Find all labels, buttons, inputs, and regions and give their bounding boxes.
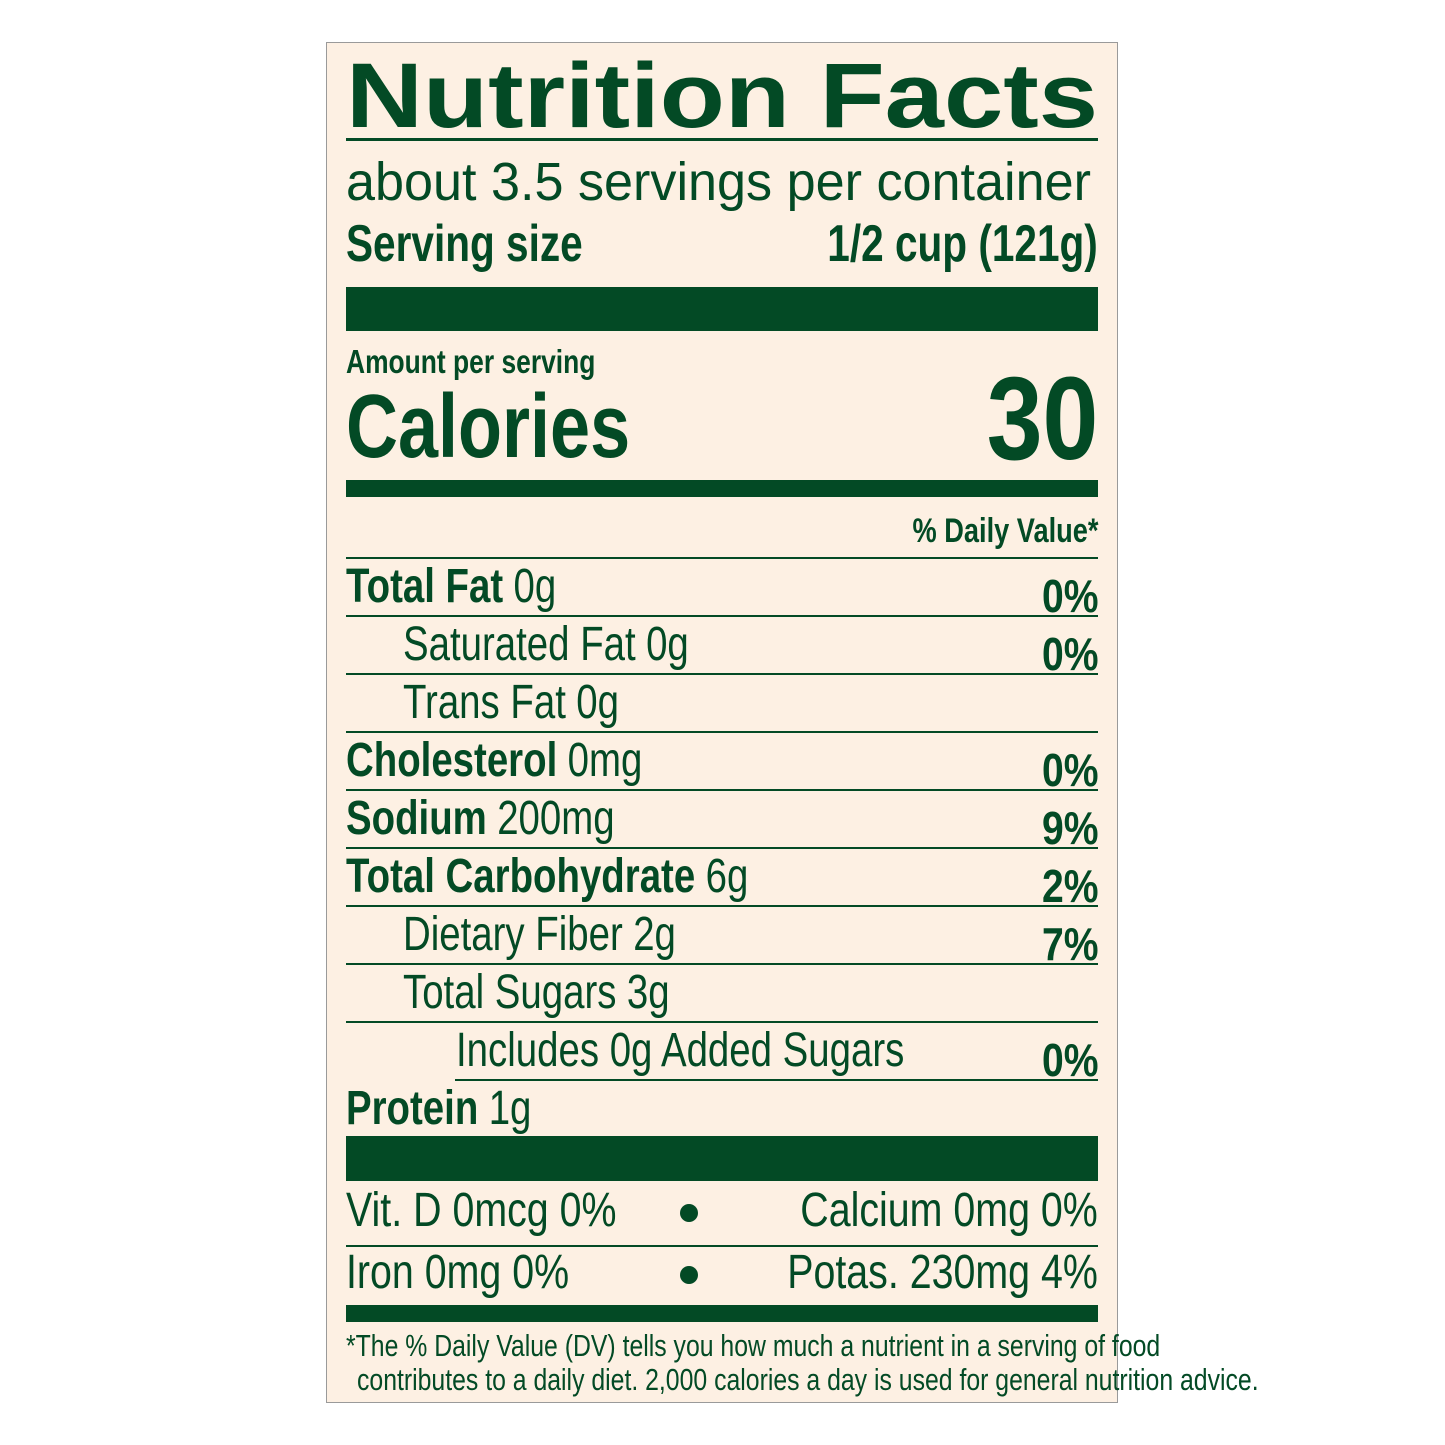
rule	[346, 963, 1098, 965]
calories-value: 30	[986, 353, 1098, 485]
nutrient-label: Includes 0g Added Sugars	[456, 1027, 904, 1075]
rule	[346, 847, 1098, 849]
nutrient-amount: 0g	[513, 560, 557, 613]
nutrient-label: Total Carbohydrate 6g	[346, 853, 748, 901]
vitamin: Iron 0mg 0%	[346, 1246, 570, 1299]
rule	[346, 138, 1098, 141]
bullet	[680, 1266, 698, 1284]
daily-value: 0%	[1041, 570, 1098, 622]
rule	[346, 1245, 1098, 1247]
nutrient-name: Cholesterol	[346, 734, 558, 787]
nutrient-label: Sodium 200mg	[346, 795, 615, 843]
thick-bar	[346, 1136, 1098, 1181]
daily-value: 0%	[1041, 1034, 1098, 1086]
medium-bar	[346, 480, 1098, 497]
nutrient-label: Cholesterol 0mg	[346, 737, 642, 785]
calories-label: Calories	[346, 377, 631, 477]
title: Nutrition Facts	[346, 45, 1098, 147]
serving-size-value: 1/2 cup (121g)	[827, 215, 1098, 273]
nutrient-name: Trans Fat	[403, 676, 566, 729]
nutrient-amount: 0mg	[567, 734, 643, 787]
daily-value: 7%	[1041, 918, 1098, 970]
servings: about 3.5 servings per container	[346, 152, 1091, 212]
nutrient-amount: 200mg	[497, 792, 615, 845]
rule	[346, 789, 1098, 791]
nutrient-amount: 6g	[705, 850, 749, 903]
daily-value: 2%	[1041, 860, 1098, 912]
amount-per-serving: Amount per serving	[346, 343, 596, 380]
nutrient-amount: 1g	[488, 1082, 532, 1135]
footnote: contributes to a daily diet. 2,000 calor…	[357, 1362, 1259, 1397]
nutrient-amount: 0g	[646, 618, 689, 671]
daily-value-header: % Daily Value*	[912, 512, 1098, 550]
rule	[346, 557, 1098, 559]
vitamin: Calcium 0mg 0%	[800, 1184, 1098, 1237]
nutrient-name: Saturated Fat	[403, 618, 636, 671]
nutrient-label: Total Sugars 3g	[403, 969, 670, 1017]
nutrient-label: Total Fat 0g	[346, 563, 556, 611]
rule	[346, 1021, 1098, 1023]
daily-value: 9%	[1041, 802, 1098, 854]
nutrient-name: Protein	[346, 1082, 479, 1135]
nutrient-name: Total Carbohydrate	[346, 850, 696, 903]
nutrient-label: Saturated Fat 0g	[403, 621, 689, 669]
bullet	[680, 1204, 698, 1222]
rule	[346, 905, 1098, 907]
thick-bar	[346, 287, 1098, 331]
nutrient-label: Protein 1g	[346, 1085, 531, 1133]
rule	[346, 615, 1098, 617]
nutrient-name: Includes 0g Added Sugars	[456, 1024, 905, 1077]
footnote: *The % Daily Value (DV) tells you how mu…	[346, 1328, 1161, 1363]
daily-value: 0%	[1041, 628, 1098, 680]
daily-value: 0%	[1041, 744, 1098, 796]
rule	[346, 731, 1098, 733]
nutrient-name: Total Sugars	[403, 966, 617, 1019]
rule	[346, 673, 1098, 675]
nutrient-amount: 0g	[576, 676, 619, 729]
nutrient-name: Total Fat	[346, 560, 504, 613]
nutrient-label: Dietary Fiber 2g	[403, 911, 676, 959]
vitamin: Potas. 230mg 4%	[787, 1246, 1098, 1299]
nutrient-amount: 3g	[626, 966, 670, 1019]
nutrient-amount: 2g	[633, 908, 676, 961]
nutrient-name: Sodium	[346, 792, 487, 845]
rule	[455, 1079, 1098, 1081]
nutrient-name: Dietary Fiber	[403, 908, 623, 961]
vitamin: Vit. D 0mcg 0%	[346, 1184, 617, 1237]
nutrient-label: Trans Fat 0g	[403, 679, 619, 727]
serving-size-label: Serving size	[346, 215, 583, 273]
medium-bar	[346, 1305, 1098, 1322]
